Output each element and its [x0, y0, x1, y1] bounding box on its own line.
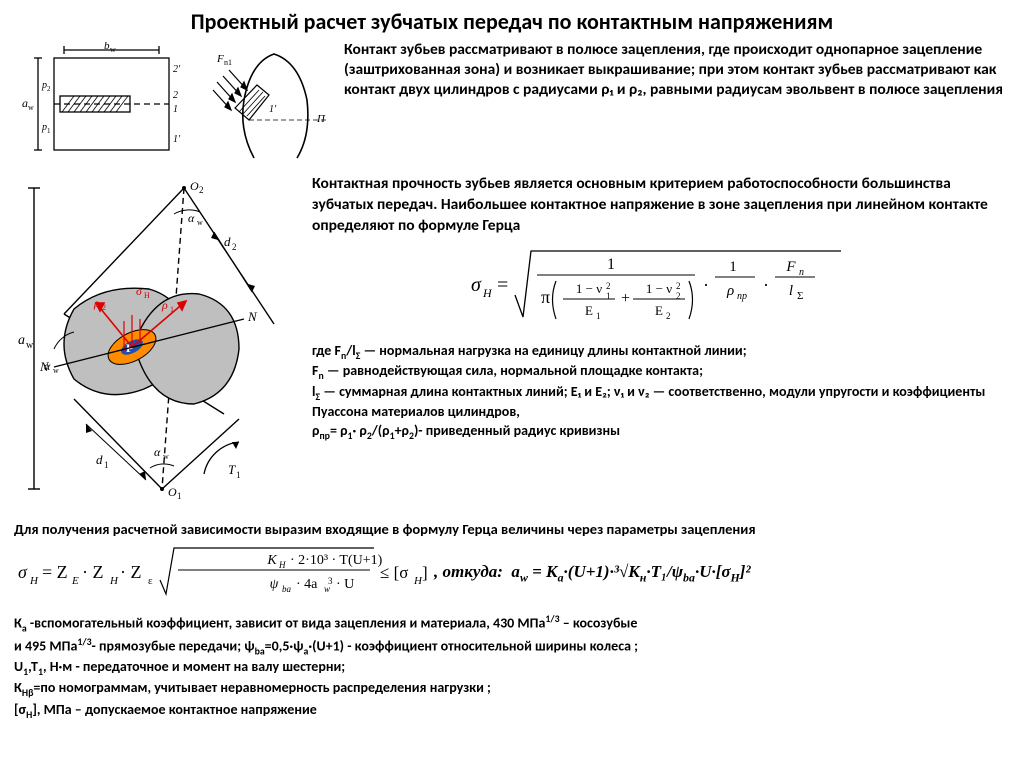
svg-text:1: 1	[236, 470, 241, 480]
svg-text:1: 1	[729, 259, 737, 275]
svg-text:1: 1	[104, 460, 109, 470]
svg-text:1 − ν: 1 − ν	[646, 281, 672, 296]
paragraph-3: где Fn/lΣ — нормальная нагрузка на едини…	[312, 342, 1010, 442]
svg-text:ba: ba	[282, 584, 292, 594]
svg-text:1: 1	[177, 491, 182, 501]
svg-text:F: F	[216, 53, 224, 65]
paragraph-4: Для получения расчетной зависимости выра…	[14, 520, 1010, 538]
svg-text:2: 2	[232, 242, 237, 252]
svg-text:· 2·10³ · T(U+1): · 2·10³ · T(U+1)	[290, 553, 383, 568]
hertz-formula: σ H = 1 π 1 − ν 2 1 E 1 +	[312, 241, 1010, 336]
svg-text:+: +	[621, 290, 630, 307]
svg-text:1: 1	[47, 127, 51, 135]
svg-text:N: N	[247, 309, 258, 324]
svg-text:E: E	[71, 575, 79, 587]
svg-text:w: w	[26, 340, 34, 351]
paragraph-1: Контакт зубьев рассматривают в полюсе за…	[334, 40, 1010, 173]
svg-text:π: π	[541, 287, 550, 307]
svg-text:=: =	[497, 274, 508, 296]
page-title: Проектный расчет зубчатых передач по кон…	[14, 8, 1010, 36]
svg-text:w: w	[28, 103, 34, 112]
svg-text:1: 1	[173, 104, 178, 115]
svg-text:n: n	[799, 267, 804, 278]
svg-text:·: ·	[763, 275, 769, 295]
svg-text:ρ: ρ	[161, 298, 168, 312]
svg-text:α: α	[154, 445, 161, 459]
svg-text:ρ: ρ	[726, 283, 734, 299]
svg-text:w: w	[53, 366, 59, 375]
svg-text:= Z: = Z	[42, 562, 68, 582]
svg-text:α: α	[188, 211, 195, 225]
svg-text:1: 1	[596, 311, 601, 321]
svg-text:3: 3	[328, 576, 333, 586]
svg-text:ε: ε	[148, 575, 153, 587]
svg-text:a: a	[18, 333, 25, 348]
svg-text:n1: n1	[224, 58, 232, 67]
svg-text:2: 2	[606, 281, 611, 291]
svg-text:E: E	[655, 303, 663, 318]
svg-text:O: O	[190, 179, 199, 193]
svg-text:· U: · U	[336, 577, 354, 592]
svg-text:α: α	[44, 359, 51, 373]
svg-text:ψ: ψ	[270, 577, 279, 592]
svg-text:d: d	[96, 452, 103, 467]
svg-text:T: T	[228, 462, 236, 477]
svg-text:H: H	[144, 291, 150, 300]
aw-formula: , откуда: aw = Кa·(U+1)·³√Кн·T₁/ψba·U·[σ…	[434, 561, 751, 585]
svg-text:l: l	[789, 283, 793, 299]
svg-text:2: 2	[676, 281, 681, 291]
diagram-top: bw aw p2 p1 2' 2 1 1'	[14, 40, 334, 173]
svg-text:E: E	[585, 303, 593, 318]
svg-text:· Z: · Z	[82, 562, 104, 582]
svg-text:1 − ν: 1 − ν	[576, 281, 602, 296]
svg-text:σ: σ	[471, 274, 482, 296]
svg-text:2: 2	[666, 311, 671, 321]
svg-text:]: ]	[422, 563, 428, 582]
svg-text:2: 2	[47, 85, 51, 93]
svg-text:σ: σ	[18, 562, 28, 582]
sigma-formula: σ H = Z E · Z H · Z ε K H · 2·10³ · T(U+…	[14, 540, 434, 608]
svg-text:H: H	[278, 560, 286, 570]
svg-text:w: w	[163, 452, 169, 461]
svg-text:2: 2	[102, 303, 106, 312]
svg-text:H: H	[482, 286, 493, 300]
svg-text:w: w	[197, 218, 203, 227]
svg-text:F: F	[785, 259, 796, 275]
svg-text:H: H	[29, 575, 39, 587]
svg-text:d: d	[224, 234, 231, 249]
svg-text:1: 1	[607, 256, 615, 273]
svg-text:2: 2	[173, 90, 178, 101]
svg-text:· Z: · Z	[120, 562, 142, 582]
paragraph-2: Контактная прочность зубьев является осн…	[312, 174, 1010, 237]
svg-text:w: w	[110, 45, 116, 54]
paragraph-5: Кa -вспомогательный коэффициент, зависит…	[14, 613, 1010, 721]
svg-text:np: np	[737, 291, 747, 302]
svg-text:1: 1	[170, 305, 174, 314]
svg-text:П: П	[316, 113, 326, 125]
svg-text:· 4a: · 4a	[296, 577, 318, 592]
diagram-main: O2 aw d2 αw	[14, 174, 304, 514]
svg-text:O: O	[168, 485, 177, 499]
svg-text:K: K	[266, 553, 277, 568]
svg-text:2: 2	[199, 185, 204, 195]
svg-text:·: ·	[703, 275, 709, 295]
svg-text:1': 1'	[173, 134, 181, 145]
svg-text:2': 2'	[173, 64, 181, 75]
svg-text:ρ: ρ	[93, 296, 100, 310]
svg-text:≤ [σ: ≤ [σ	[380, 563, 408, 582]
svg-text:H: H	[109, 575, 119, 587]
svg-text:1': 1'	[269, 104, 277, 115]
svg-text:Σ: Σ	[797, 290, 803, 302]
